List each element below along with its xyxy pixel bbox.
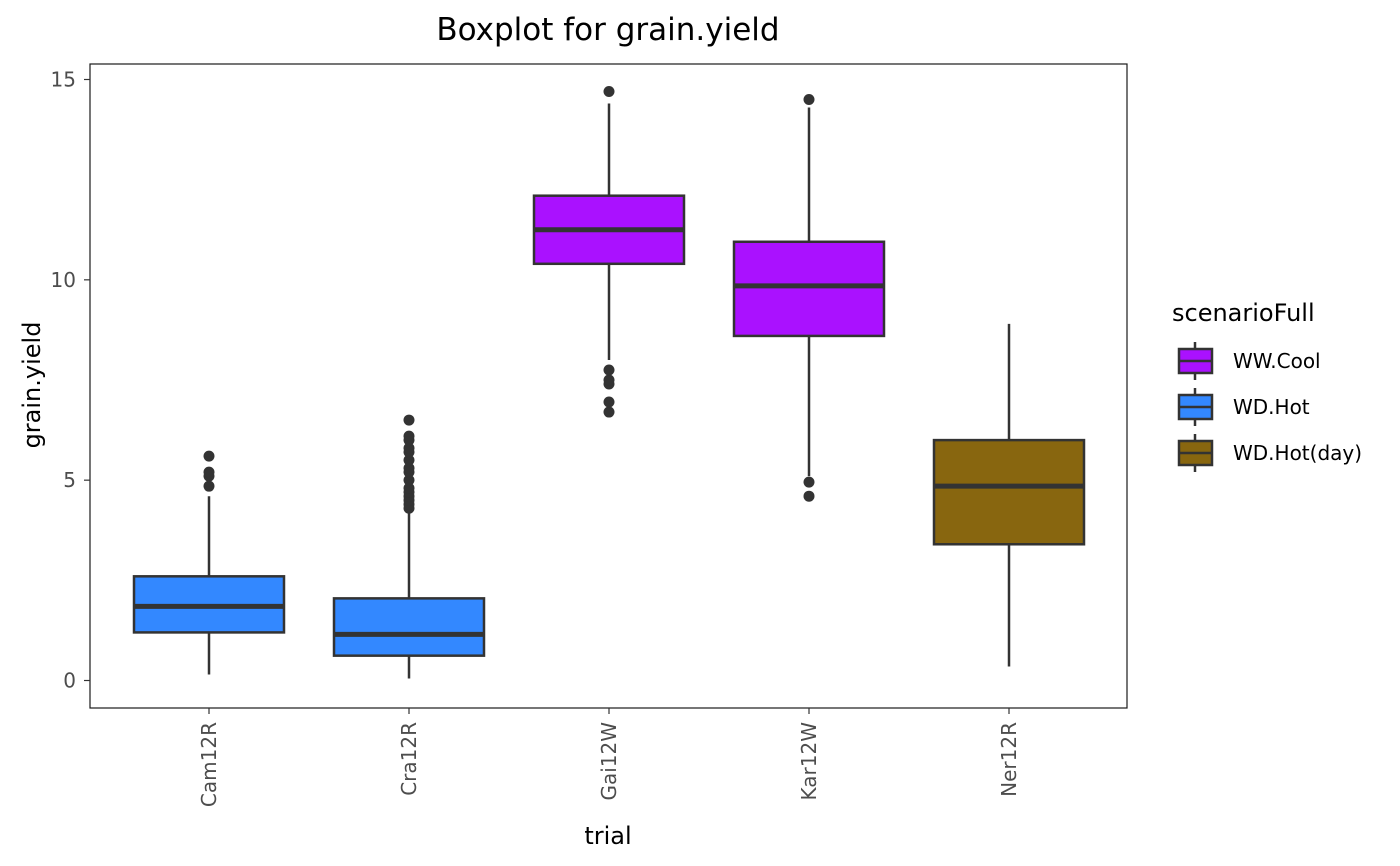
box-group-ner12r [932, 323, 1086, 667]
legend: scenarioFull WW.Cool WD.Hot WD.Hot(day) [1172, 299, 1362, 472]
y-axis-title: grain.yield [18, 322, 46, 449]
legend-item: WW.Cool [1177, 342, 1321, 380]
outlier-point [603, 364, 615, 376]
box-group-kar12w [732, 94, 886, 502]
chart-title: Boxplot for grain.yield [436, 12, 779, 48]
outlier-point [803, 94, 815, 106]
outlier-point [803, 490, 815, 502]
outlier-point [603, 374, 615, 386]
x-tick-label: Gai12W [597, 722, 621, 801]
box [932, 438, 1086, 546]
legend-label: WD.Hot(day) [1233, 441, 1362, 465]
x-axis-title: trial [584, 822, 631, 850]
outlier-point [603, 396, 615, 408]
outlier-point [203, 480, 215, 492]
legend-label: WD.Hot [1233, 395, 1310, 419]
y-tick-label: 5 [63, 468, 76, 492]
legend-title: scenarioFull [1172, 299, 1315, 327]
outlier-point [403, 414, 415, 426]
outlier-point [403, 482, 415, 494]
outlier-point [203, 466, 215, 478]
outlier-point [403, 442, 415, 454]
legend-item: WD.Hot(day) [1177, 434, 1362, 472]
box-group-cra12r [332, 414, 486, 679]
y-tick-label: 15 [51, 68, 76, 92]
x-tick-label: Kar12W [797, 722, 821, 801]
y-tick-label: 10 [51, 268, 76, 292]
outlier-point [403, 474, 415, 486]
outlier-point [203, 450, 215, 462]
y-tick-label: 0 [63, 669, 76, 693]
plot-area: 0 5 10 15 Cam12R Cra12R Gai12W Kar12W Ner12R [51, 63, 1128, 807]
x-tick-label: Ner12R [997, 722, 1021, 797]
box [732, 240, 886, 338]
outlier-point [603, 86, 615, 98]
legend-item: WD.Hot [1177, 388, 1310, 426]
outlier-point [603, 406, 615, 418]
x-tick-label: Cam12R [197, 722, 221, 807]
box [332, 597, 486, 657]
outlier-point [403, 462, 415, 474]
outlier-point [403, 454, 415, 466]
outlier-point [403, 430, 415, 442]
box-group-cam12r [132, 450, 286, 675]
outlier-point [803, 476, 815, 488]
legend-label: WW.Cool [1233, 349, 1321, 373]
box-group-gai12w [532, 86, 686, 418]
x-tick-label: Cra12R [397, 722, 421, 796]
